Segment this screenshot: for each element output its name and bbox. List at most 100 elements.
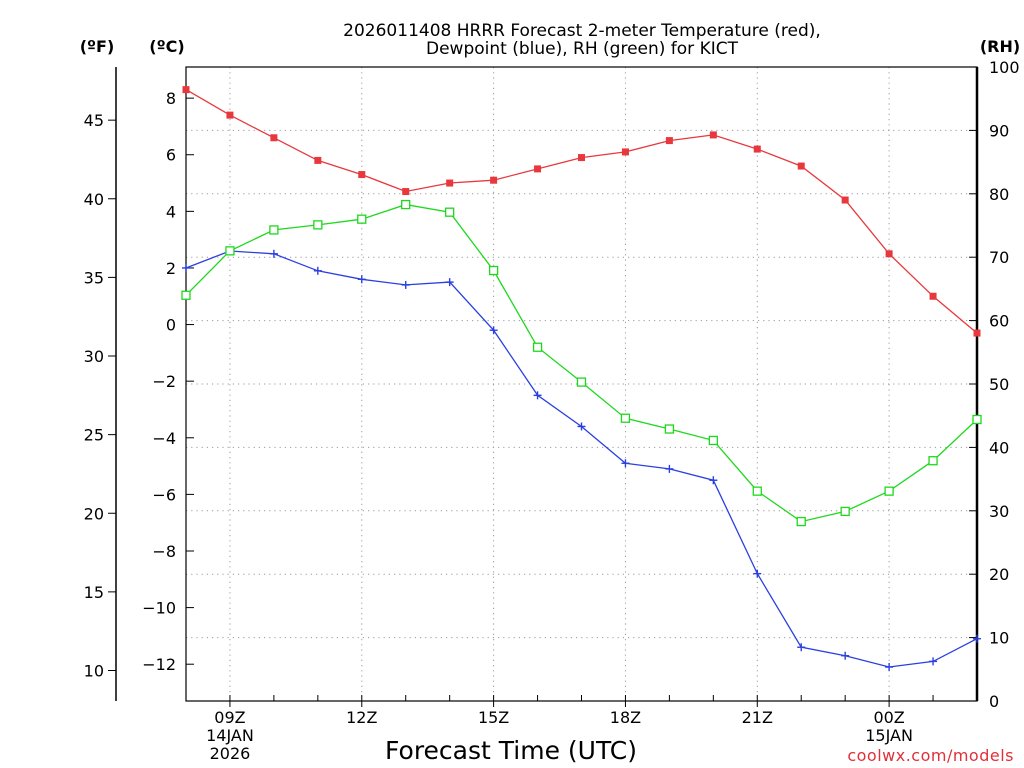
rh-tick-label: 0 <box>989 692 999 711</box>
temperature-series <box>182 86 981 337</box>
temperature-point <box>841 196 849 204</box>
temperature-point <box>753 145 761 153</box>
dewpoint-point <box>973 634 981 643</box>
rh-tick-label: 40 <box>989 438 1009 457</box>
x-tick-label: 00Z <box>873 708 904 727</box>
fahrenheit-tick-label: 40 <box>84 190 104 209</box>
rh-point <box>928 456 938 466</box>
rh-point <box>708 435 718 446</box>
x-tick-date: 15JAN <box>865 726 913 745</box>
fahrenheit-unit-label: (ºF) <box>80 37 115 56</box>
temperature-point <box>578 154 585 162</box>
temperature-point <box>621 148 629 156</box>
rh-point <box>488 265 499 276</box>
x-tick-label: 21Z <box>742 708 773 727</box>
temperature-point <box>358 171 366 179</box>
celsius-tick-label: −8 <box>152 542 176 561</box>
dewpoint-line <box>185 250 978 668</box>
rh-tick-label: 90 <box>989 121 1009 140</box>
celsius-tick-label: −4 <box>152 429 176 448</box>
celsius-unit-label: (ºC) <box>149 37 184 56</box>
temperature-point <box>973 329 981 337</box>
celsius-tick-label: −2 <box>152 372 176 391</box>
dewpoint-point <box>269 249 278 258</box>
x-tick-label: 18Z <box>610 708 641 727</box>
rh-point <box>269 225 279 235</box>
celsius-tick-label: 4 <box>166 202 176 221</box>
temperature-line <box>185 89 978 334</box>
axes <box>115 66 979 702</box>
rh-tick-label: 50 <box>989 375 1009 394</box>
rh-series <box>181 199 982 527</box>
rh-point <box>532 342 543 352</box>
temperature-point <box>314 156 322 164</box>
rh-tick-label: 70 <box>989 248 1009 267</box>
fahrenheit-tick-label: 20 <box>84 504 104 523</box>
dewpoint-point <box>489 326 498 335</box>
x-tick-year: 2026 <box>210 744 251 763</box>
rh-point <box>313 220 323 230</box>
dewpoint-point <box>753 569 762 578</box>
fahrenheit-tick-label: 45 <box>84 111 104 130</box>
rh-tick-label: 60 <box>989 312 1009 331</box>
temperature-point <box>665 137 673 145</box>
rh-tick-label: 20 <box>989 565 1009 584</box>
dewpoint-point <box>577 422 586 431</box>
dewpoint-point <box>445 278 454 287</box>
celsius-tick-label: 8 <box>166 89 176 108</box>
chart-title-line2: Dewpoint (blue), RH (green) for KICT <box>426 39 739 59</box>
x-axis-title: Forecast Time (UTC) <box>385 736 637 765</box>
rh-point <box>752 486 762 496</box>
dewpoint-point <box>665 464 674 473</box>
temperature-point <box>534 165 542 173</box>
dewpoint-point <box>885 663 894 672</box>
rh-point <box>357 214 367 224</box>
dewpoint-point <box>401 280 410 289</box>
x-tick-label: 09Z <box>214 708 245 727</box>
temperature-point <box>709 131 717 139</box>
temperature-point <box>929 292 937 300</box>
rh-tick-label: 10 <box>989 629 1009 648</box>
rh-point <box>181 290 191 300</box>
fahrenheit-tick-label: 30 <box>84 347 104 366</box>
rh-point <box>664 424 675 434</box>
rh-line <box>185 203 978 523</box>
temperature-point <box>797 162 805 170</box>
rh-point <box>225 246 235 256</box>
celsius-tick-label: 2 <box>166 259 176 278</box>
celsius-tick-label: −12 <box>142 655 176 674</box>
rh-point <box>445 207 455 217</box>
dewpoint-point <box>621 459 630 468</box>
celsius-tick-label: −10 <box>142 599 176 618</box>
rh-point <box>620 413 631 423</box>
credit-text: coolwx.com/models <box>847 746 1014 765</box>
temperature-point <box>402 188 410 196</box>
x-tick-label: 15Z <box>478 708 509 727</box>
temperature-point <box>446 179 454 187</box>
dewpoint-point <box>709 476 718 485</box>
temperature-point <box>182 86 190 94</box>
temperature-point <box>490 176 498 184</box>
rh-point <box>884 486 894 496</box>
dewpoint-point <box>533 391 542 400</box>
fahrenheit-tick-label: 10 <box>84 661 104 680</box>
dewpoint-point <box>182 263 190 272</box>
dewpoint-series <box>182 246 981 672</box>
rh-unit-label: (RH) <box>980 37 1020 56</box>
data-series <box>181 86 982 672</box>
fahrenheit-tick-label: 25 <box>84 426 104 445</box>
dewpoint-point <box>313 266 322 275</box>
rh-tick-label: 80 <box>989 185 1009 204</box>
rh-tick-label: 30 <box>989 502 1009 521</box>
rh-point <box>796 516 806 527</box>
chart-title-line1: 2026011408 HRRR Forecast 2-meter Tempera… <box>343 21 821 41</box>
dewpoint-point <box>929 657 938 666</box>
axis-ticks: 86420−2−4−6−8−10−12454035302520151010090… <box>84 58 1020 763</box>
temperature-point <box>270 134 278 142</box>
rh-point <box>401 199 411 210</box>
rh-tick-label: 100 <box>989 58 1020 77</box>
rh-point <box>576 377 587 387</box>
dewpoint-point <box>841 651 850 660</box>
dewpoint-point <box>797 643 806 652</box>
celsius-tick-label: 0 <box>166 316 176 335</box>
